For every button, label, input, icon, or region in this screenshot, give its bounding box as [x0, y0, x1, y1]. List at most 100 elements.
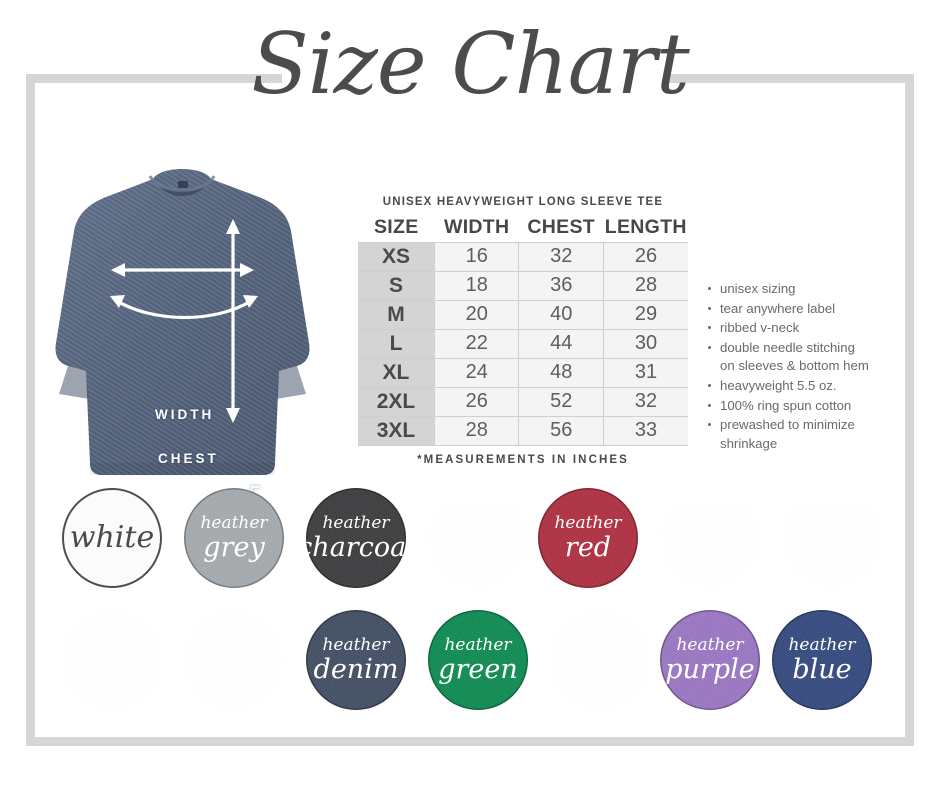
frame-border-bottom [26, 737, 914, 746]
size-table-block: UNISEX HEAVYWEIGHT LONG SLEEVE TEE SIZE … [358, 196, 688, 466]
feature-text: unisex sizing [720, 281, 796, 296]
bullet-icon [708, 345, 711, 349]
color-swatch-olive[interactable]: heather olive [550, 610, 650, 710]
chest-label: CHEST [158, 451, 219, 466]
list-item: ribbed v-neck [708, 319, 898, 338]
frame-border-top-right [668, 74, 914, 83]
cell-chest: 48 [518, 357, 604, 388]
swatch-label-top: heather [444, 513, 512, 533]
swatch-label-name: white [69, 520, 155, 555]
table-header-row: SIZE WIDTH CHEST LENGTH [358, 215, 688, 242]
cell-width: 22 [433, 328, 520, 359]
bullet-icon [708, 287, 711, 290]
page-title: Size Chart [251, 15, 689, 113]
swatch-label-top: heather [78, 635, 146, 655]
cell-size: 2XL [358, 386, 435, 417]
color-swatch-green[interactable]: heather green [428, 610, 528, 710]
cell-width: 18 [433, 270, 520, 301]
feature-list-items: unisex sizing tear anywhere label ribbed… [708, 280, 898, 453]
list-item: double needle stitching on sleeves & bot… [708, 339, 898, 376]
color-swatch-charcoal[interactable]: heathercharcoal [306, 488, 406, 588]
cell-length: 29 [602, 299, 688, 330]
color-swatch-blue[interactable]: heather blue [772, 610, 872, 710]
swatch-label-name: charcoal [306, 532, 406, 563]
table-row: 2XL 26 52 32 [358, 386, 688, 417]
swatch-label-name: green [438, 654, 518, 685]
swatch-label-name: grey [203, 532, 265, 563]
swatch-label-name: blue [792, 654, 852, 685]
swatch-label-name: black [441, 532, 515, 563]
cell-length: 33 [602, 415, 688, 446]
color-swatch-navy[interactable]: heather navy [782, 488, 882, 588]
cell-length: 28 [602, 270, 688, 301]
list-item: heavyweight 5.5 oz. [708, 377, 898, 396]
list-item: prewashed to minimize shrinkage [708, 416, 898, 453]
color-swatch-grid: whiteheathergreyheathercharcoalheatherbl… [0, 488, 940, 738]
color-swatch-royal[interactable]: heather royal [62, 610, 162, 710]
cell-size: S [358, 270, 435, 301]
table-row: L 22 44 30 [358, 328, 688, 359]
list-item: tear anywhere label [708, 300, 898, 319]
chest-arrow-heads [110, 295, 258, 308]
color-swatch-purple[interactable]: heather purple [660, 610, 760, 710]
table-row: M 20 40 29 [358, 299, 688, 330]
width-label: WIDTH [155, 407, 215, 422]
swatch-label-top: heather [200, 635, 268, 655]
size-table: SIZE WIDTH CHEST LENGTH XS 16 32 26 S 18… [358, 215, 688, 446]
feature-list: unisex sizing tear anywhere label ribbed… [708, 280, 898, 454]
swatch-label-name: purple [665, 654, 755, 685]
swatch-label-top: heather [676, 635, 744, 655]
col-header-size: SIZE [373, 215, 419, 238]
table-row: XL 24 48 31 [358, 357, 688, 388]
swatch-label-top: heather [566, 635, 634, 655]
swatch-label-top: heather [444, 635, 512, 655]
width-arrow [111, 263, 254, 277]
color-swatch-black[interactable]: heather black [428, 488, 528, 588]
color-swatch-grey[interactable]: heather grey [184, 488, 284, 588]
swatch-label-top: heather [788, 635, 856, 655]
color-swatch-red[interactable]: heather red [538, 488, 638, 588]
swatch-label-top: heather [322, 635, 390, 655]
cell-chest: 56 [518, 415, 604, 446]
table-row: XS 16 32 26 [358, 241, 688, 272]
cell-size: 3XL [358, 415, 435, 446]
feature-text-cont: on sleeves & bottom hem [720, 358, 869, 374]
cell-length: 26 [602, 241, 688, 272]
swatch-label-name: maroon [660, 532, 760, 563]
cell-size: XL [358, 357, 435, 388]
cell-chest: 44 [518, 328, 604, 359]
frame-border-right [905, 74, 914, 746]
cell-chest: 36 [518, 270, 604, 301]
color-swatch-denim[interactable]: heather denim [306, 610, 406, 710]
col-header-length: LENGTH [604, 215, 687, 238]
table-caption: UNISEX HEAVYWEIGHT LONG SLEEVE TEE [382, 196, 664, 208]
color-swatch-white[interactable]: white [62, 488, 162, 588]
swatch-label-name: red [564, 532, 612, 563]
swatch-label-top: heather [676, 513, 744, 533]
shirt-illustration: WIDTH CHEST LENGTH [45, 163, 320, 556]
cell-length: 31 [602, 357, 688, 388]
swatch-label-top: heather [200, 513, 268, 533]
feature-text: prewashed to minimize [720, 417, 855, 433]
bullet-icon [708, 326, 711, 330]
list-item: 100% ring spun cotton [708, 397, 898, 416]
swatch-label-top: heather [554, 513, 622, 533]
swatch-label-name: denim [313, 654, 399, 685]
color-swatch-teal[interactable]: heather teal [184, 610, 284, 710]
feature-text-cont: shrinkage [720, 435, 778, 451]
bullet-icon [708, 403, 711, 407]
feature-text: ribbed v-neck [720, 320, 800, 336]
bullet-icon [708, 383, 711, 387]
cell-size: XS [358, 241, 435, 272]
cell-chest: 40 [518, 299, 604, 330]
swatch-label-name: teal [208, 654, 260, 685]
frame-border-left [26, 74, 35, 746]
cell-length: 32 [602, 386, 688, 417]
swatch-label-name: navy [800, 532, 864, 563]
cell-width: 28 [433, 415, 520, 446]
color-swatch-maroon[interactable]: heather maroon [660, 488, 760, 588]
cell-width: 26 [433, 386, 520, 417]
cell-width: 24 [433, 357, 520, 388]
chest-arrow [116, 299, 252, 320]
